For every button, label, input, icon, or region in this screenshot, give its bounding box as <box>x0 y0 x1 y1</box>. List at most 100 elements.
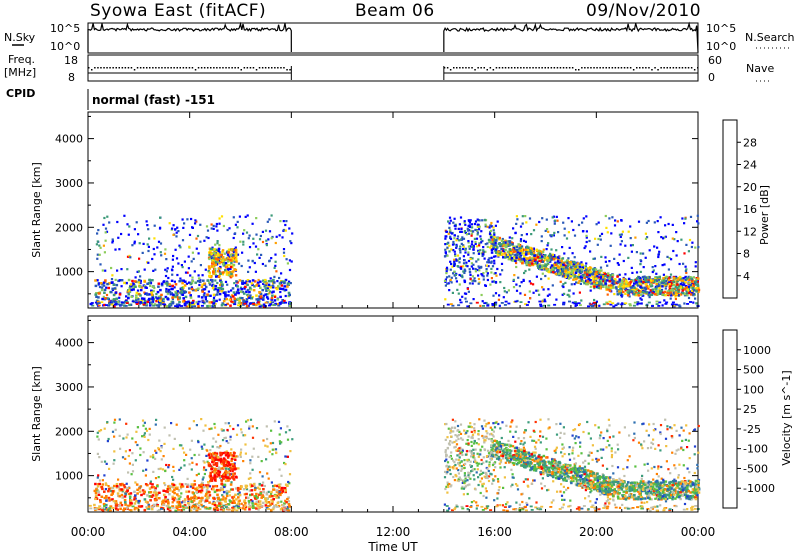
power-echo-cell <box>253 280 257 283</box>
power-echo-cell <box>687 250 690 253</box>
power-echo-cell <box>581 264 584 268</box>
power-echo-cell <box>219 272 222 275</box>
velocity-echo-cell <box>455 504 458 507</box>
velocity-echo-cell <box>149 499 152 502</box>
velocity-echo-cell <box>211 502 215 506</box>
power-echo-cell <box>554 219 557 222</box>
velocity-echo-cell <box>172 499 176 502</box>
power-echo-cell <box>552 234 555 237</box>
power-echo-cell <box>529 297 532 300</box>
power-echo-cell <box>632 284 635 288</box>
power-echo-cell <box>628 295 631 298</box>
velocity-echo-cell <box>108 507 111 510</box>
power-echo-cell <box>138 285 142 288</box>
velocity-echo-cell <box>258 471 262 474</box>
power-echo-cell <box>657 253 660 256</box>
power-echo-cell <box>545 263 548 266</box>
freq-dot <box>459 67 461 69</box>
velocity-echo-cell <box>170 422 173 425</box>
power-echo-cell <box>551 270 555 274</box>
freq-dot <box>194 69 197 71</box>
power-echo-cell <box>215 275 218 278</box>
power-echo-cell <box>492 280 495 283</box>
velocity-echo-cell <box>136 507 139 510</box>
power-echo-cell <box>676 278 679 281</box>
power-echo-cell <box>205 300 209 303</box>
velocity-echo-cell <box>678 434 681 437</box>
power-echo-cell <box>172 233 175 236</box>
velocity-echo-cell <box>232 498 235 501</box>
power-echo-cell <box>471 257 474 260</box>
power-echo-cell <box>219 257 222 260</box>
power-echo-cell <box>605 288 609 291</box>
power-echo-cell <box>488 226 491 229</box>
power-echo-cell <box>532 257 535 261</box>
power-echo-cell <box>596 243 599 246</box>
power-echo-cell <box>572 278 575 281</box>
power-echo-cell <box>215 225 218 228</box>
velocity-echo-cell <box>461 481 464 484</box>
velocity-echo-cell <box>221 498 224 501</box>
velocity-echo-cell <box>265 458 268 461</box>
velocity-echo-cell <box>193 494 196 497</box>
power-echo-cell <box>189 301 192 305</box>
power-echo-cell <box>147 261 150 264</box>
freq-dot <box>541 67 543 69</box>
velocity-echo-cell <box>682 464 685 467</box>
velocity-echo-cell <box>539 430 542 433</box>
velocity-echo-cell <box>216 500 219 503</box>
power-echo-cell <box>237 297 240 300</box>
power-echo-cell <box>240 264 243 268</box>
power-echo-cell <box>189 274 192 277</box>
power-echo-cell <box>683 287 686 291</box>
power-echo-cell <box>655 293 658 296</box>
power-echo-cell <box>147 245 150 248</box>
power-echo-cell <box>535 275 538 278</box>
power-echo-cell <box>525 251 528 254</box>
power-echo-cell <box>462 262 466 265</box>
power-echo-cell <box>634 291 638 295</box>
velocity-echo-cell <box>266 437 269 441</box>
power-echo-cell <box>155 299 158 303</box>
power-echo-cell <box>486 272 489 275</box>
power-echo-cell <box>100 301 104 304</box>
velocity-echo-cell <box>449 472 452 476</box>
power-echo-cell <box>604 260 607 263</box>
power-echo-cell <box>594 237 597 240</box>
power-echo-cell <box>215 293 219 296</box>
velocity-echo-cell <box>512 463 515 466</box>
power-echo-cell <box>131 300 135 303</box>
power-echo-cell <box>449 230 452 233</box>
velocity-echo-cell <box>100 460 103 463</box>
power-echo-cell <box>518 285 521 288</box>
velocity-echo-cell <box>623 506 627 510</box>
freq-dot <box>587 67 589 69</box>
power-echo-cell <box>265 296 269 299</box>
velocity-echo-cell <box>167 485 170 488</box>
power-echo-cell <box>665 301 669 304</box>
power-echo-cell <box>534 258 537 261</box>
power-echo-cell <box>173 286 176 289</box>
velocity-echo-cell <box>477 455 480 458</box>
power-echo-cell <box>498 242 501 245</box>
power-echo-cell <box>265 282 268 285</box>
velocity-echo-cell <box>201 447 204 450</box>
power-echo-cell <box>586 280 589 283</box>
power-echo-cell <box>669 273 673 276</box>
power-echo-cell <box>475 301 479 304</box>
velocity-echo-cell <box>595 498 598 501</box>
velocity-echo-cell <box>187 501 190 505</box>
power-echo-cell <box>567 231 570 234</box>
power-echo-cell <box>227 267 230 271</box>
velocity-echo-cell <box>156 504 159 507</box>
power-echo-cell <box>481 300 484 303</box>
power-echo-cell <box>113 298 116 301</box>
power-echo-cell <box>624 273 627 276</box>
power-echo-cell <box>504 256 507 259</box>
power-echo-cell <box>258 238 262 241</box>
power-echo-cell <box>609 274 612 277</box>
freq-dot <box>252 67 255 69</box>
velocity-echo-cell <box>105 495 108 498</box>
velocity-echo-cell <box>281 490 284 493</box>
velocity-echo-cell <box>514 430 517 433</box>
